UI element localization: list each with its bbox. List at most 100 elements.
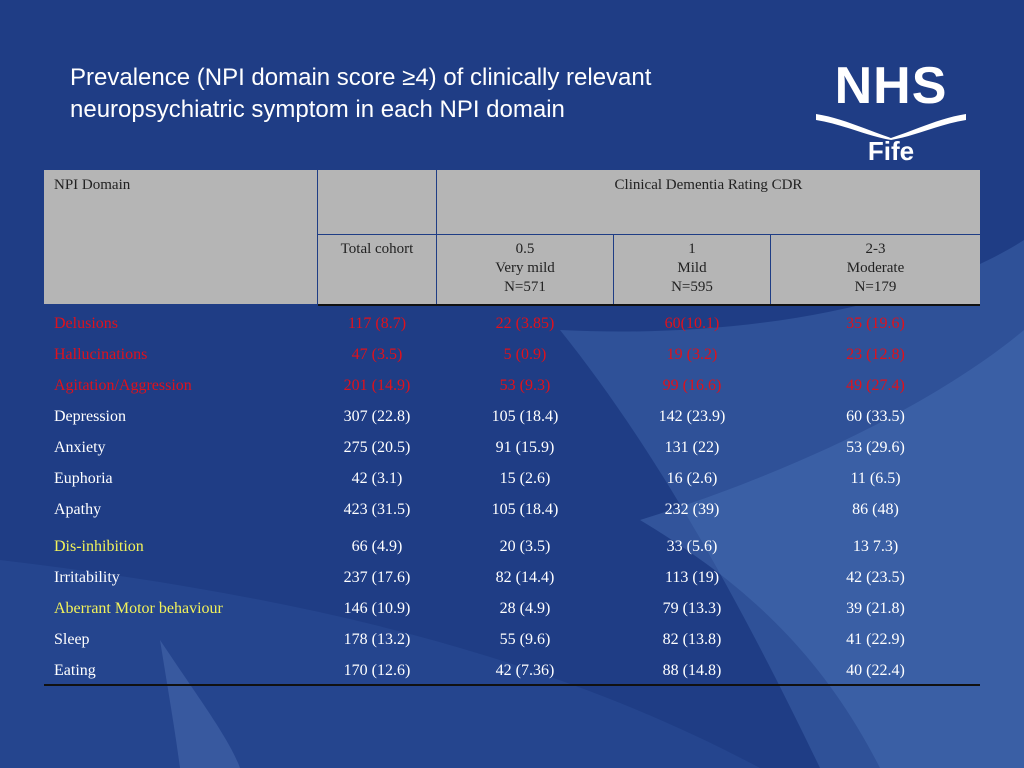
row-domain-name: Apathy <box>54 501 102 518</box>
header-cdr-col-2: 1 Mild N=595 <box>614 235 770 304</box>
header-col-label: Mild <box>677 260 707 276</box>
slide-title-line-1: Prevalence (NPI domain score ≥4) of clin… <box>70 64 652 91</box>
row-cdr-1: 142 (23.9) <box>658 408 726 425</box>
row-domain-name: Hallucinations <box>54 346 148 363</box>
row-total: 237 (17.6) <box>343 569 411 586</box>
row-domain-name: Irritability <box>54 569 120 586</box>
row-cdr-1: 88 (14.8) <box>662 662 722 679</box>
header-col-n: N=571 <box>504 279 546 295</box>
row-cdr-05: 55 (9.6) <box>499 631 551 648</box>
row-cdr-2-3: 42 (23.5) <box>846 569 905 586</box>
logo-nhs-text: NHS <box>834 57 948 115</box>
row-domain-name: Delusions <box>54 315 118 332</box>
table-row: Aberrant Motor behaviour 146 (10.9) 28 (… <box>44 593 980 624</box>
npi-prevalence-table: NPI Domain Clinical Dementia Rating CDR … <box>44 170 980 686</box>
row-cdr-05: 105 (18.4) <box>491 501 559 518</box>
header-col-n: N=595 <box>671 279 713 295</box>
header-col-score: 0.5 <box>515 241 535 257</box>
table-row: Anxiety 275 (20.5) 91 (15.9) 131 (22) 53… <box>44 432 980 463</box>
row-cdr-1: 33 (5.6) <box>666 538 718 555</box>
header-blank <box>318 170 436 234</box>
table-row: Depression 307 (22.8) 105 (18.4) 142 (23… <box>44 401 980 432</box>
row-cdr-2-3: 53 (29.6) <box>846 439 905 456</box>
row-cdr-1: 60(10.1) <box>664 315 720 332</box>
header-total-cohort: Total cohort <box>318 235 436 304</box>
row-domain-name: Aberrant Motor behaviour <box>54 600 223 617</box>
table-row: Sleep 178 (13.2) 55 (9.6) 82 (13.8) 41 (… <box>44 624 980 655</box>
header-col-n: N=179 <box>854 279 897 295</box>
row-domain-name: Eating <box>54 662 96 679</box>
row-domain-name: Euphoria <box>54 470 113 487</box>
header-col-score: 1 <box>688 241 696 257</box>
row-cdr-1: 232 (39) <box>664 501 720 518</box>
row-cdr-2-3: 49 (27.4) <box>846 377 905 394</box>
row-total: 117 (8.7) <box>347 315 407 332</box>
row-cdr-05: 82 (14.4) <box>495 569 555 586</box>
header-npi-domain: NPI Domain <box>44 170 317 304</box>
table-row: Dis-inhibition 66 (4.9) 20 (3.5) 33 (5.6… <box>44 531 980 562</box>
row-domain-name: Sleep <box>54 631 90 648</box>
logo-wave-icon <box>816 114 966 140</box>
row-domain-name: Dis-inhibition <box>54 538 144 555</box>
row-cdr-05: 15 (2.6) <box>499 470 551 487</box>
table-row: Hallucinations 47 (3.5) 5 (0.9) 19 (3.2)… <box>44 339 980 370</box>
row-cdr-05: 42 (7.36) <box>495 662 555 679</box>
table-row: Eating 170 (12.6) 42 (7.36) 88 (14.8) 40… <box>44 655 980 686</box>
header-cdr: Clinical Dementia Rating CDR <box>437 170 980 234</box>
row-cdr-2-3: 23 (12.8) <box>846 346 905 363</box>
nhs-fife-logo: NHS Fife <box>812 58 970 168</box>
row-total: 275 (20.5) <box>343 439 411 456</box>
row-cdr-2-3: 86 (48) <box>852 501 899 518</box>
header-col-label: Moderate <box>846 260 905 276</box>
row-cdr-2-3: 60 (33.5) <box>846 408 905 425</box>
table-row: Apathy 423 (31.5) 105 (18.4) 232 (39) 86… <box>44 494 980 525</box>
row-total: 201 (14.9) <box>343 377 411 394</box>
row-domain-name: Agitation/Aggression <box>54 377 192 394</box>
table-row: Delusions 117 (8.7) 22 (3.85) 60(10.1) 3… <box>44 308 980 339</box>
row-cdr-05: 20 (3.5) <box>499 538 551 555</box>
row-cdr-05: 28 (4.9) <box>499 600 551 617</box>
row-cdr-05: 5 (0.9) <box>503 346 547 363</box>
row-cdr-1: 113 (19) <box>664 569 720 586</box>
row-total: 170 (12.6) <box>343 662 411 679</box>
header-cdr-col-1: 0.5 Very mild N=571 <box>437 235 613 304</box>
row-cdr-05: 105 (18.4) <box>491 408 559 425</box>
slide-title-line-2: neuropsychiatric symptom in each NPI dom… <box>70 96 565 123</box>
row-cdr-2-3: 11 (6.5) <box>850 470 901 487</box>
row-total: 423 (31.5) <box>343 501 411 518</box>
row-total: 307 (22.8) <box>343 408 411 425</box>
row-cdr-2-3: 39 (21.8) <box>846 600 905 617</box>
table-row: Irritability 237 (17.6) 82 (14.4) 113 (1… <box>44 562 980 593</box>
row-cdr-2-3: 13 7.3) <box>852 538 899 555</box>
row-domain-name: Depression <box>54 408 126 425</box>
header-col-label: Very mild <box>495 260 555 276</box>
row-cdr-1: 82 (13.8) <box>662 631 722 648</box>
table-row: Agitation/Aggression 201 (14.9) 53 (9.3)… <box>44 370 980 401</box>
row-total: 66 (4.9) <box>351 538 403 555</box>
table-row: Euphoria 42 (3.1) 15 (2.6) 16 (2.6) 11 (… <box>44 463 980 494</box>
row-domain-name: Anxiety <box>54 439 106 456</box>
header-cdr-col-3: 2-3 Moderate N=179 <box>771 235 980 304</box>
row-cdr-1: 16 (2.6) <box>666 470 718 487</box>
row-cdr-05: 53 (9.3) <box>499 377 551 394</box>
row-total: 146 (10.9) <box>343 600 411 617</box>
row-cdr-1: 19 (3.2) <box>666 346 718 363</box>
row-cdr-1: 79 (13.3) <box>662 600 722 617</box>
row-cdr-05: 91 (15.9) <box>495 439 555 456</box>
row-cdr-2-3: 41 (22.9) <box>846 631 905 648</box>
row-total: 178 (13.2) <box>343 631 411 648</box>
header-divider <box>318 304 980 306</box>
slide-title: Prevalence (NPI domain score ≥4) of clin… <box>70 62 790 126</box>
logo-fife-text: Fife <box>867 136 915 166</box>
row-cdr-1: 99 (16.6) <box>662 377 722 394</box>
row-cdr-1: 131 (22) <box>664 439 720 456</box>
table-header: NPI Domain Clinical Dementia Rating CDR … <box>44 170 980 306</box>
table-bottom-rule <box>44 684 980 686</box>
row-cdr-2-3: 35 (19.6) <box>846 315 905 332</box>
row-total: 47 (3.5) <box>351 346 403 363</box>
row-cdr-2-3: 40 (22.4) <box>846 662 905 679</box>
row-total: 42 (3.1) <box>351 470 403 487</box>
header-col-score: 2-3 <box>865 241 886 257</box>
row-cdr-05: 22 (3.85) <box>495 315 555 332</box>
